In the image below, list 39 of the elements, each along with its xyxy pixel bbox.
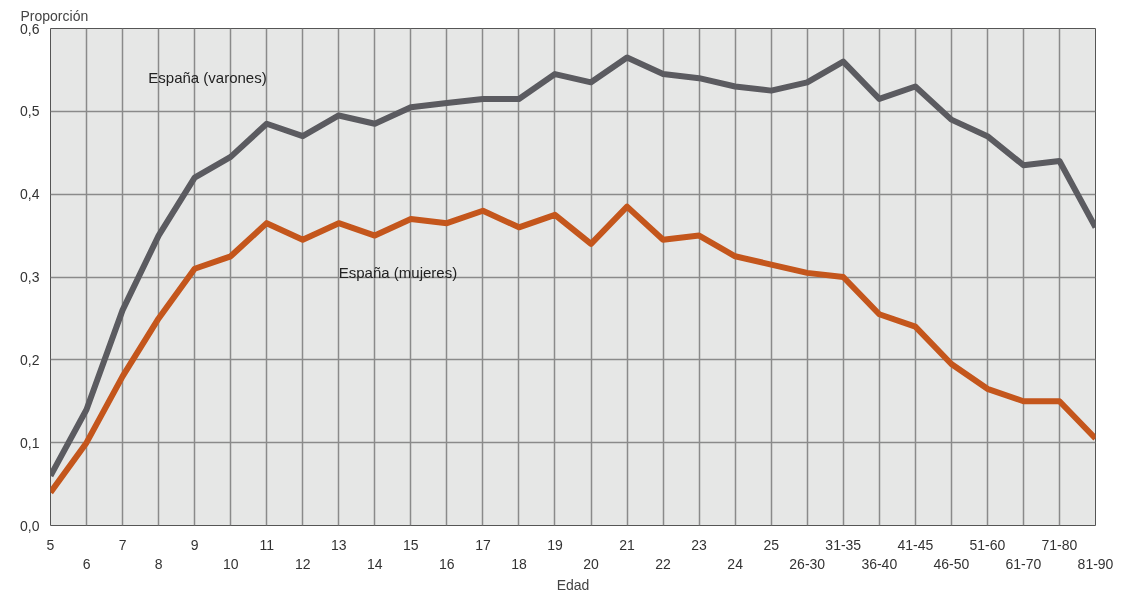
x-tick-label: 7 bbox=[118, 536, 127, 553]
x-tick-label: 14 bbox=[367, 555, 383, 572]
x-tick-label: 36-40 bbox=[861, 555, 898, 572]
x-tick-label: 8 bbox=[154, 555, 163, 572]
x-tick-label: 20 bbox=[583, 555, 600, 572]
y-tick-label: 0,4 bbox=[20, 186, 40, 203]
x-tick-label: 13 bbox=[330, 536, 347, 553]
x-tick-label: 12 bbox=[294, 555, 311, 572]
x-tick-label: 23 bbox=[691, 536, 708, 553]
x-tick-label: 10 bbox=[222, 555, 239, 572]
x-tick-label: 5 bbox=[46, 536, 55, 553]
x-tick-label: 18 bbox=[511, 555, 527, 572]
x-tick-label: 16 bbox=[439, 555, 455, 572]
y-tick-label: 0,3 bbox=[20, 269, 40, 285]
x-tick-label: 15 bbox=[403, 536, 419, 553]
x-tick-label: 61-70 bbox=[1005, 555, 1042, 572]
x-tick-label: 71-80 bbox=[1041, 536, 1078, 553]
x-tick-label: 31-35 bbox=[825, 536, 862, 553]
y-tick-label: 0,0 bbox=[20, 517, 40, 534]
x-tick-label: 41-45 bbox=[897, 536, 934, 553]
x-tick-label: 21 bbox=[619, 536, 636, 553]
y-tick-label: 0,1 bbox=[20, 434, 40, 451]
x-tick-label: 81-90 bbox=[1077, 555, 1114, 572]
x-tick-label: 6 bbox=[82, 555, 91, 572]
text: España (mujeres) bbox=[338, 264, 458, 282]
x-tick-label: 26-30 bbox=[789, 555, 826, 572]
y-tick-label: 0,5 bbox=[20, 103, 40, 120]
x-tick-label: 46-50 bbox=[933, 555, 970, 572]
x-tick-label: 9 bbox=[190, 536, 199, 553]
x-tick-label: 51-60 bbox=[969, 536, 1006, 553]
text: España (varones) bbox=[148, 69, 267, 87]
y-tick-label: 0,2 bbox=[20, 351, 40, 368]
x-tick-label: 19 bbox=[547, 536, 563, 553]
x-tick-label: 22 bbox=[655, 555, 672, 572]
x-tick-label: 24 bbox=[727, 555, 744, 572]
x-axis-title: Edad bbox=[556, 576, 590, 593]
x-tick-label: 11 bbox=[259, 536, 275, 553]
x-tick-label: 25 bbox=[763, 536, 780, 553]
x-tick-label: 17 bbox=[475, 536, 491, 553]
